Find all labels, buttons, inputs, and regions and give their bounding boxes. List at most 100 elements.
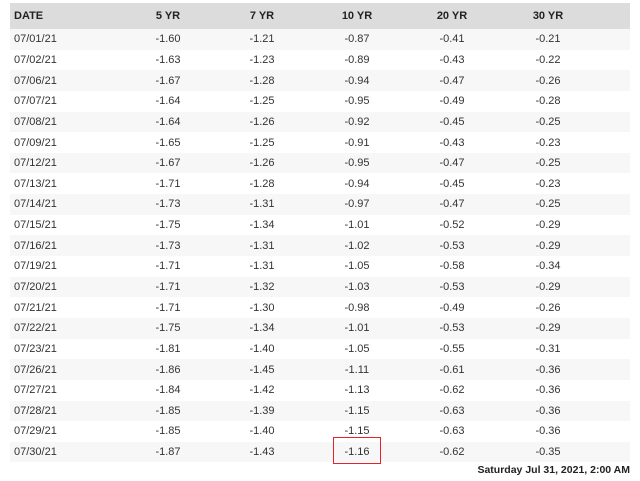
yield-cell: -1.71 <box>155 177 181 190</box>
yield-cell: -1.64 <box>155 115 181 128</box>
table-row: 07/06/21 -1.67 -1.28 -0.94 -0.47 -0.26 <box>10 70 630 91</box>
yield-cell: -1.86 <box>155 363 181 376</box>
yield-cell: -0.53 <box>439 239 465 252</box>
yield-cell: -1.39 <box>249 404 275 417</box>
yield-cell: -1.31 <box>249 239 275 252</box>
yield-cell: -0.98 <box>344 301 370 314</box>
yield-cell: -1.81 <box>155 342 181 355</box>
yield-cell: -1.73 <box>155 198 181 211</box>
yield-cell: -1.84 <box>155 384 181 397</box>
yield-cell: -0.62 <box>439 384 465 397</box>
yield-cell: -0.26 <box>535 301 561 314</box>
date-cell: 07/13/21 <box>14 177 57 190</box>
yield-cell: -0.47 <box>439 198 465 211</box>
column-header: DATE <box>14 10 44 22</box>
yield-cell: -1.01 <box>344 322 370 335</box>
table-row: 07/26/21 -1.86 -1.45 -1.11 -0.61 -0.36 <box>10 359 630 380</box>
table-row: 07/21/21 -1.71 -1.30 -0.98 -0.49 -0.26 <box>10 297 630 318</box>
yield-cell: -1.05 <box>344 342 370 355</box>
yield-cell: -0.29 <box>535 239 561 252</box>
yield-cell: -0.21 <box>535 33 561 46</box>
date-cell: 07/23/21 <box>14 342 57 355</box>
yield-cell: -1.75 <box>155 219 181 232</box>
date-cell: 07/06/21 <box>14 74 57 87</box>
yield-cell: -0.58 <box>439 260 465 273</box>
yield-cell: -0.47 <box>439 74 465 87</box>
date-cell: 07/30/21 <box>14 446 57 459</box>
yield-cell: -1.15 <box>344 404 370 417</box>
yield-cell: -0.52 <box>439 219 465 232</box>
yield-cell: -0.29 <box>535 219 561 232</box>
table-row: 07/13/21 -1.71 -1.28 -0.94 -0.45 -0.23 <box>10 173 630 194</box>
yield-cell: -0.23 <box>535 177 561 190</box>
yield-cell: -1.60 <box>155 33 181 46</box>
table-row: 07/01/21 -1.60 -1.21 -0.87 -0.41 -0.21 <box>10 29 630 50</box>
yield-cell: -1.71 <box>155 260 181 273</box>
yield-cell: -1.67 <box>155 157 181 170</box>
yield-cell: -0.28 <box>535 95 561 108</box>
table-row: 07/08/21 -1.64 -1.26 -0.92 -0.45 -0.25 <box>10 111 630 133</box>
yield-cell: -0.25 <box>535 198 561 211</box>
yield-cell: -0.49 <box>439 301 465 314</box>
date-cell: 07/14/21 <box>14 198 57 211</box>
yield-cell: -0.45 <box>439 115 465 128</box>
yield-cell: -1.87 <box>155 446 181 459</box>
date-cell: 07/01/21 <box>14 33 57 46</box>
date-cell: 07/15/21 <box>14 219 57 232</box>
yield-cell: -0.26 <box>535 74 561 87</box>
yield-cell: -1.40 <box>249 342 275 355</box>
yield-cell: -1.25 <box>249 136 275 149</box>
date-cell: 07/08/21 <box>14 115 57 128</box>
yield-cell: -0.36 <box>535 404 561 417</box>
yield-cell: -0.36 <box>535 384 561 397</box>
yield-cell: -0.43 <box>439 136 465 149</box>
yield-cell: -1.15 <box>344 425 370 438</box>
yield-cell: -1.30 <box>249 301 275 314</box>
highlight-box <box>333 437 381 464</box>
yield-cell: -1.31 <box>249 260 275 273</box>
yield-cell: -1.75 <box>155 322 181 335</box>
yield-cell: -0.53 <box>439 281 465 293</box>
yield-cell: -0.63 <box>439 404 465 417</box>
table-row: 07/14/21 -1.73 -1.31 -0.97 -0.47 -0.25 <box>10 194 630 215</box>
yield-cell: -0.97 <box>344 198 370 211</box>
yield-cell: -1.11 <box>344 363 370 376</box>
table-row: 07/19/21 -1.71 -1.31 -1.05 -0.58 -0.34 <box>10 256 630 277</box>
date-cell: 07/22/21 <box>14 322 57 335</box>
yield-cell: -0.25 <box>535 157 561 170</box>
column-header: 20 YR <box>436 10 468 22</box>
date-cell: 07/29/21 <box>14 425 57 438</box>
table-row: 07/29/21 -1.85 -1.40 -1.15 -0.63 -0.36 <box>10 421 630 442</box>
yield-cell: -1.73 <box>155 239 181 252</box>
yield-cell: -1.34 <box>249 219 275 232</box>
yield-cell: -0.49 <box>439 95 465 108</box>
table-row: 07/07/21 -1.64 -1.25 -0.95 -0.49 -0.28 <box>10 91 630 112</box>
yield-cell: -1.67 <box>155 74 181 87</box>
date-cell: 07/20/21 <box>14 281 57 293</box>
date-cell: 07/02/21 <box>14 53 57 66</box>
yield-cell: -1.42 <box>249 384 275 397</box>
yield-cell: -1.28 <box>249 177 275 190</box>
date-cell: 07/09/21 <box>14 136 57 149</box>
yield-cell: -0.36 <box>535 363 561 376</box>
yield-cell: -0.61 <box>439 363 465 376</box>
yield-cell: -1.16 <box>344 446 370 459</box>
table-row: 07/23/21 -1.81 -1.40 -1.05 -0.55 -0.31 <box>10 339 630 360</box>
yield-cell: -1.31 <box>249 198 275 211</box>
yield-cell: -0.63 <box>439 425 465 438</box>
date-cell: 07/07/21 <box>14 95 57 108</box>
date-cell: 07/28/21 <box>14 404 57 417</box>
yield-cell: -1.63 <box>155 53 181 66</box>
yield-cell: -0.94 <box>344 74 370 87</box>
yield-cell: -0.92 <box>344 115 370 128</box>
table-row: 07/02/21 -1.63 -1.23 -0.89 -0.43 -0.22 <box>10 50 630 71</box>
yield-cell: -1.23 <box>249 53 275 66</box>
yield-cell: -0.53 <box>439 322 465 335</box>
yield-cell: -1.85 <box>155 425 181 438</box>
yield-cell: -0.45 <box>439 177 465 190</box>
yield-cell: -0.89 <box>344 53 370 66</box>
yield-cell: -0.34 <box>535 260 561 273</box>
date-cell: 07/19/21 <box>14 260 57 273</box>
yield-cell: -1.71 <box>155 281 181 293</box>
yield-cell: -1.21 <box>249 33 275 46</box>
